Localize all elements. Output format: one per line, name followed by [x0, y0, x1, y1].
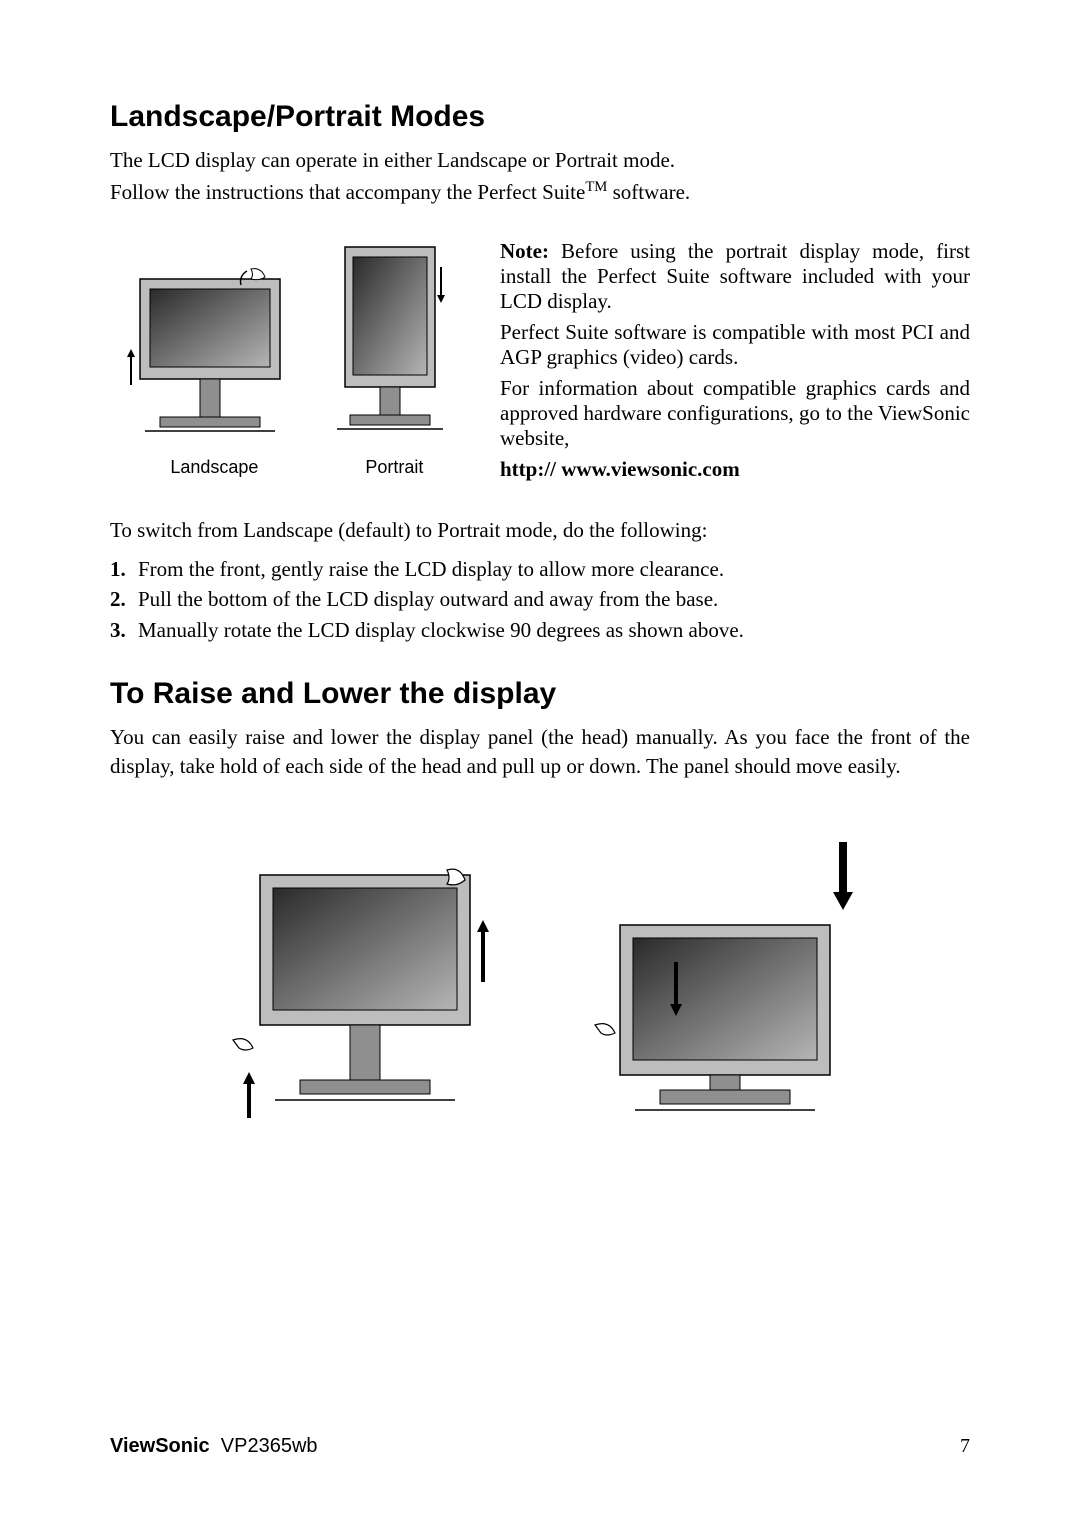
page-footer: ViewSonic VP2365wb 7: [110, 1435, 970, 1458]
orientation-illustrations: Landscape Portrait: [110, 239, 470, 488]
step-2: 2.Pull the bottom of the LCD display out…: [110, 584, 970, 614]
footer-brand: ViewSonic: [110, 1435, 210, 1457]
step3-num: 3.: [110, 615, 138, 645]
lower-monitor-icon: [575, 840, 875, 1130]
step1-text: From the front, gently raise the LCD dis…: [138, 554, 724, 584]
raise-lower-illustrations: [110, 840, 970, 1130]
caption-portrait: Portrait: [319, 457, 470, 478]
step2-num: 2.: [110, 584, 138, 614]
heading-landscape-portrait: Landscape/Portrait Modes: [110, 100, 970, 134]
illustration-and-note-row: Landscape Portrait Note: Before using th…: [110, 239, 970, 488]
intro2-pre: Follow the instructions that accompany t…: [110, 180, 585, 204]
step3-text: Manually rotate the LCD display clockwis…: [138, 615, 744, 645]
raise-monitor-icon: [205, 840, 505, 1130]
step-3: 3.Manually rotate the LCD display clockw…: [110, 615, 970, 645]
note1-rest: Before using the portrait display mode, …: [500, 239, 970, 313]
landscape-monitor-icon: [115, 249, 295, 449]
section-landscape-portrait: Landscape/Portrait Modes The LCD display…: [110, 100, 970, 645]
step2-text: Pull the bottom of the LCD display outwa…: [138, 584, 718, 614]
intro-line-1: The LCD display can operate in either La…: [110, 146, 970, 174]
footer-page-number: 7: [960, 1435, 970, 1458]
note-column: Note: Before using the portrait display …: [500, 239, 970, 488]
step-1: 1.From the front, gently raise the LCD d…: [110, 554, 970, 584]
raise-lower-body: You can easily raise and lower the displ…: [110, 723, 970, 780]
note-paragraph-1: Note: Before using the portrait display …: [500, 239, 970, 314]
note-paragraph-3: For information about compatible graphic…: [500, 376, 970, 451]
steps-list: 1.From the front, gently raise the LCD d…: [110, 554, 970, 645]
footer-brand-model: ViewSonic VP2365wb: [110, 1435, 318, 1458]
portrait-monitor-icon: [315, 239, 465, 449]
caption-landscape: Landscape: [110, 457, 319, 478]
caption-row: Landscape Portrait: [110, 457, 470, 478]
intro2-post: software.: [607, 180, 690, 204]
viewsonic-url: http:// www.viewsonic.com: [500, 457, 970, 482]
intro-line-2: Follow the instructions that accompany t…: [110, 178, 970, 206]
footer-model: VP2365wb: [221, 1435, 318, 1457]
note-paragraph-2: Perfect Suite software is compatible wit…: [500, 320, 970, 370]
note-label: Note:: [500, 239, 549, 263]
switch-intro: To switch from Landscape (default) to Po…: [110, 516, 970, 544]
heading-raise-lower: To Raise and Lower the display: [110, 677, 970, 711]
tm-mark: TM: [585, 179, 607, 195]
step1-num: 1.: [110, 554, 138, 584]
